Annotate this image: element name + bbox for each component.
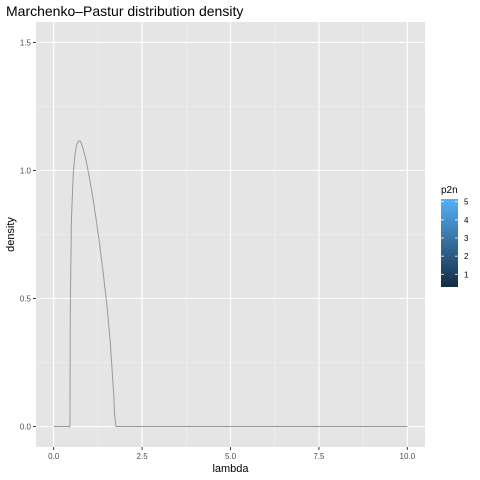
legend-tick-label: 1 (464, 270, 469, 279)
x-tick-label: 0.0 (48, 452, 60, 461)
x-tick-label: 10.0 (400, 452, 416, 461)
x-axis-label: lambda (212, 463, 249, 475)
x-tick-label: 7.5 (313, 452, 325, 461)
y-tick-label: 1.0 (20, 166, 32, 175)
x-tick-label: 5.0 (225, 452, 237, 461)
legend-title: p2n (441, 185, 458, 196)
y-axis-label: density (5, 217, 17, 252)
chart-title: Marchenko–Pastur distribution density (6, 3, 244, 19)
y-tick-label: 0.5 (20, 295, 32, 304)
y-tick-label: 1.5 (20, 38, 32, 47)
legend-tick-label: 4 (464, 216, 469, 225)
y-tick-label: 0.0 (20, 423, 32, 432)
density-line (53, 140, 408, 428)
legend-colorbar (441, 199, 458, 287)
legend-tick-label: 5 (464, 198, 469, 207)
x-tick-label: 2.5 (137, 452, 149, 461)
legend-tick-label: 3 (464, 234, 469, 243)
legend-tick-label: 2 (464, 252, 469, 261)
